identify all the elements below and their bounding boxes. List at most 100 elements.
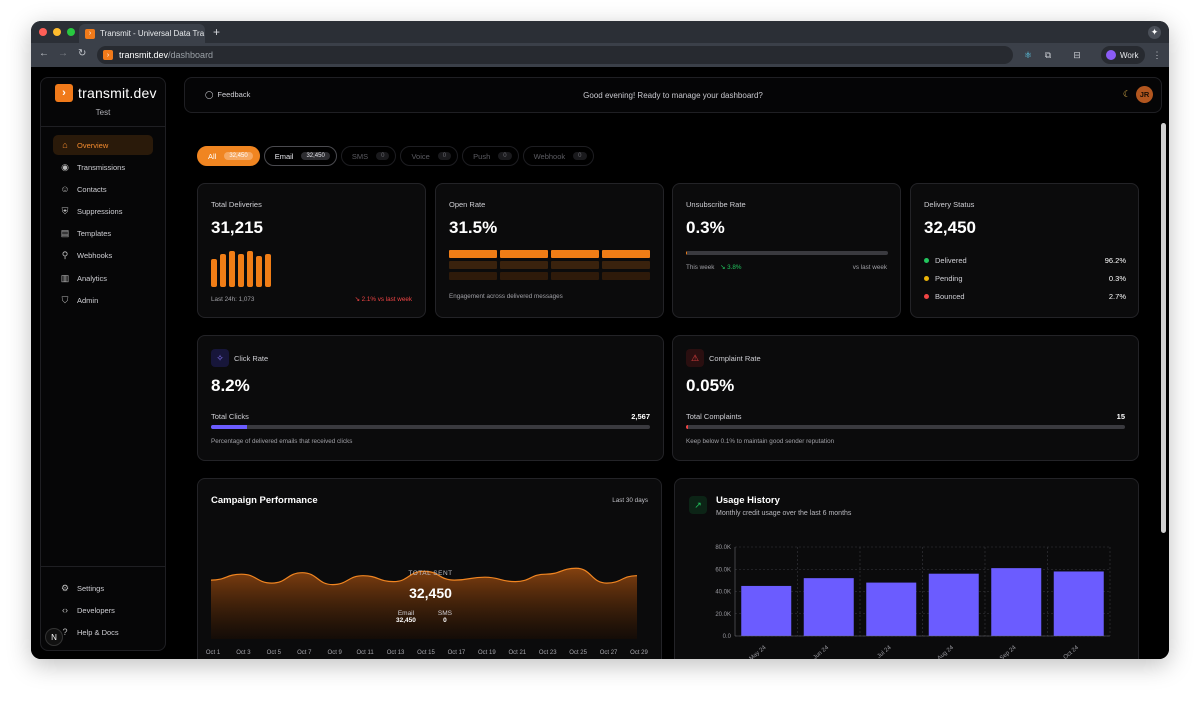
puzzle-extension-icon[interactable]: ⧉ xyxy=(1044,49,1052,60)
sidebar-item-developers[interactable]: ‹› Developers xyxy=(53,600,153,620)
sidebar-bottom-menu: ⚙ Settings ‹› Developers? Help & Docs xyxy=(53,578,153,645)
breakdown-label: SMS xyxy=(437,610,452,617)
new-tab-button[interactable]: + xyxy=(213,25,221,39)
theme-toggle-moon-icon[interactable]: ☾ xyxy=(1122,89,1131,99)
x-tick-label: Oct 5 xyxy=(267,650,282,656)
browser-tab[interactable]: › Transmit - Universal Data Tra ✕ xyxy=(79,24,205,43)
sidebar-item-label: Webhooks xyxy=(77,251,113,261)
status-value: 2.7% xyxy=(1108,292,1126,301)
maximize-window-button[interactable] xyxy=(67,28,75,36)
react-devtools-icon[interactable]: ⚛ xyxy=(1023,49,1033,60)
vs-last-week: vs last week xyxy=(852,264,887,271)
shield-x-icon: ⛨ xyxy=(61,206,69,217)
filter-label: Webhook xyxy=(533,151,566,161)
forward-arrow-icon[interactable]: → xyxy=(58,48,68,59)
sidebar-item-label: Analytics xyxy=(77,273,108,283)
url-field[interactable]: › transmit.dev/dashboard xyxy=(97,46,1013,64)
filter-chip-email[interactable]: Email 32,450 xyxy=(263,146,337,166)
sidebar-item-label: Overview xyxy=(77,140,109,150)
tab-search-icon[interactable]: ⊟ xyxy=(1073,49,1081,60)
filter-chip-webhook[interactable]: Webhook 0 xyxy=(522,146,594,166)
x-tick-label: Oct 13 xyxy=(387,650,405,656)
sidebar-item-contacts[interactable]: ☺ Contacts xyxy=(53,179,153,199)
mini-bar xyxy=(238,254,244,287)
sidebar: › transmit.dev Test ⌂ Overview ◉ Transmissi… xyxy=(40,77,166,651)
card-label: Open Rate xyxy=(449,200,486,209)
complaint-rate-card: ⚠ Complaint Rate 0.05% Total Complaints … xyxy=(672,335,1139,461)
sidebar-item-label: Settings xyxy=(77,583,105,593)
x-tick-label: Oct 7 xyxy=(297,650,312,656)
card-label: Click Rate xyxy=(234,354,269,363)
card-footer: Percentage of delivered emails that rece… xyxy=(211,438,353,445)
sidebar-item-admin[interactable]: ⛉ Admin xyxy=(53,290,153,310)
filter-chip-sms[interactable]: SMS 0 xyxy=(340,146,397,166)
card-value: 0.05% xyxy=(686,376,735,395)
breakdown-email: Email 32,450 xyxy=(396,610,416,624)
filter-count: 0 xyxy=(573,152,587,160)
feedback-label: Feedback xyxy=(217,90,251,99)
sidebar-item-settings[interactable]: ⚙ Settings xyxy=(53,578,153,598)
y-tick-label: 20.0K xyxy=(715,612,731,618)
sidebar-item-overview[interactable]: ⌂ Overview xyxy=(53,135,153,155)
complaint-rate-progress xyxy=(686,425,1125,429)
reload-icon[interactable]: ↻ xyxy=(78,48,87,59)
profile-button[interactable]: Work xyxy=(1101,46,1145,64)
total-sent-label: TOTAL SENT xyxy=(408,570,453,577)
user-avatar[interactable]: JR xyxy=(1136,86,1153,103)
breakdown-sms: SMS 0 xyxy=(438,610,452,624)
sidebar-item-label: Contacts xyxy=(77,184,107,194)
minimize-window-button[interactable] xyxy=(53,28,61,36)
top-bar: ◯ Feedback Good evening! Ready to manage… xyxy=(184,77,1162,113)
total-complaints-label: Total Complaints xyxy=(686,412,742,421)
campaign-area-chart: Oct 1 Oct 3 Oct 5 Oct 7 Oct 9 Oct 11 Oct 13 Oct… xyxy=(206,567,648,656)
card-label: Total Deliveries xyxy=(211,200,262,209)
next-badge[interactable]: N xyxy=(45,628,63,646)
filter-chip-push[interactable]: Push 0 xyxy=(462,146,519,166)
code-icon: ‹› xyxy=(62,605,68,616)
x-tick-label: Oct 17 xyxy=(448,650,466,656)
y-tick-label: 40.0K xyxy=(715,590,731,596)
sidebar-item-suppressions[interactable]: ⛨ Suppressions xyxy=(53,202,153,222)
progress-fill xyxy=(211,425,247,429)
sidebar-item-help-docs[interactable]: ? Help & Docs xyxy=(53,622,153,642)
channel-filters: All 32,450 Email 32,450 SMS 0 Voice 0 Push 0 Webho… xyxy=(197,146,594,166)
broadcast-icon: ◉ xyxy=(61,161,69,172)
close-window-button[interactable] xyxy=(39,28,47,36)
breakdown-value: 32,450 xyxy=(396,617,416,624)
status-dot xyxy=(924,276,929,281)
sidebar-item-webhooks[interactable]: ⚲ Webhooks xyxy=(53,246,153,266)
chart-subtitle: Monthly credit usage over the last 6 mon… xyxy=(716,510,852,517)
feedback-button[interactable]: ◯ Feedback xyxy=(205,90,250,99)
x-tick-label: Oct 29 xyxy=(630,650,648,656)
sidebar-item-templates[interactable]: ▤ Templates xyxy=(53,224,153,244)
mini-bar xyxy=(229,251,235,287)
delivery-status-card: Delivery Status 32,450 Delivered 96.2% Pen… xyxy=(910,183,1139,318)
brand[interactable]: › transmit.dev xyxy=(55,84,157,102)
x-tick-label: Oct 24 xyxy=(1063,645,1081,659)
x-tick-label: Oct 21 xyxy=(508,650,526,656)
more-menu-icon[interactable]: ⋮ xyxy=(1152,49,1162,60)
url-host: transmit.dev xyxy=(119,50,169,60)
block xyxy=(551,272,599,280)
card-value: 0.3% xyxy=(686,218,725,237)
this-week: This week xyxy=(686,264,715,271)
scrollbar[interactable] xyxy=(1161,123,1166,533)
sidebar-item-analytics[interactable]: ▥ Analytics xyxy=(53,268,153,288)
bar xyxy=(803,578,854,636)
x-tick-label: Oct 9 xyxy=(328,650,343,656)
total-complaints-value: 15 xyxy=(1116,412,1125,421)
home-icon: ⌂ xyxy=(62,140,68,150)
filter-count: 0 xyxy=(437,152,452,160)
usage-history-card: ↗ Usage History Monthly credit usage ove… xyxy=(674,478,1139,659)
filter-chip-voice[interactable]: Voice 0 xyxy=(400,146,459,166)
sidebar-item-label: Transmissions xyxy=(77,162,126,172)
extensions-sparkle-icon[interactable]: ✦ xyxy=(1148,26,1161,39)
mini-bar xyxy=(265,254,271,287)
sidebar-item-transmissions[interactable]: ◉ Transmissions xyxy=(53,157,153,177)
back-arrow-icon[interactable]: ← xyxy=(39,48,49,59)
breakdown-label: Email xyxy=(397,610,415,617)
profile-label: Work xyxy=(1120,50,1139,60)
filter-chip-all[interactable]: All 32,450 xyxy=(197,146,260,166)
mini-bar-chart xyxy=(211,251,271,287)
card-value: 31,215 xyxy=(211,218,263,237)
